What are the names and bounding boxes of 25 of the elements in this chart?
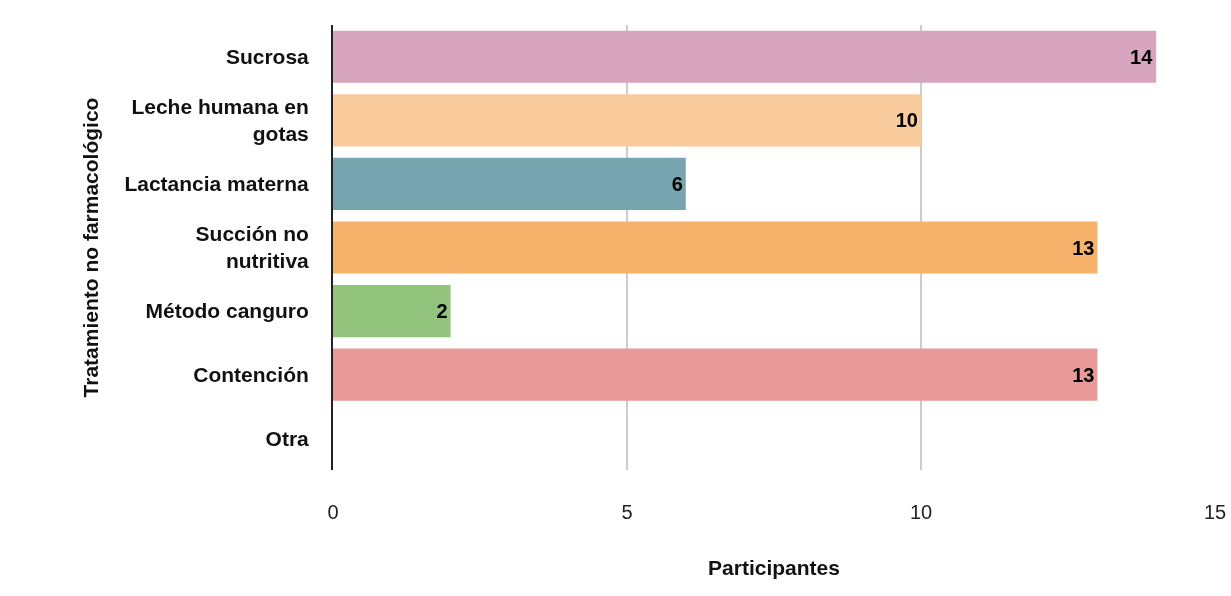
x-tick-label: 10 bbox=[909, 501, 933, 523]
data-label: 10 bbox=[895, 109, 918, 132]
y-tick-label: Contención bbox=[193, 362, 309, 386]
x-axis-title: Participantes bbox=[708, 556, 840, 580]
y-tick-label: Succión no nutritiva bbox=[195, 222, 310, 273]
x-tick-label: 15 bbox=[1203, 501, 1227, 523]
y-tick-label: Leche humana en gotas bbox=[131, 95, 309, 146]
bar bbox=[333, 157, 686, 210]
x-tick-label: 5 bbox=[621, 501, 633, 523]
y-tick-label: Otra bbox=[265, 426, 310, 450]
data-label: 13 bbox=[1072, 236, 1095, 259]
y-tick-label: Método canguro bbox=[145, 299, 309, 323]
data-label: 14 bbox=[1130, 45, 1154, 68]
bar bbox=[333, 285, 451, 338]
bar bbox=[333, 221, 1098, 274]
bar bbox=[333, 94, 921, 147]
bar bbox=[333, 348, 1098, 401]
x-tick-label: 0 bbox=[327, 501, 339, 523]
y-tick-label: Lactancia materna bbox=[124, 172, 310, 196]
y-tick-label: Sucrosa bbox=[225, 45, 310, 69]
data-label: 6 bbox=[671, 172, 683, 195]
data-label: 13 bbox=[1072, 363, 1095, 386]
data-label: 2 bbox=[436, 300, 448, 323]
bar bbox=[333, 30, 1157, 83]
y-axis-title: Tratamiento no farmacológico bbox=[79, 97, 103, 398]
